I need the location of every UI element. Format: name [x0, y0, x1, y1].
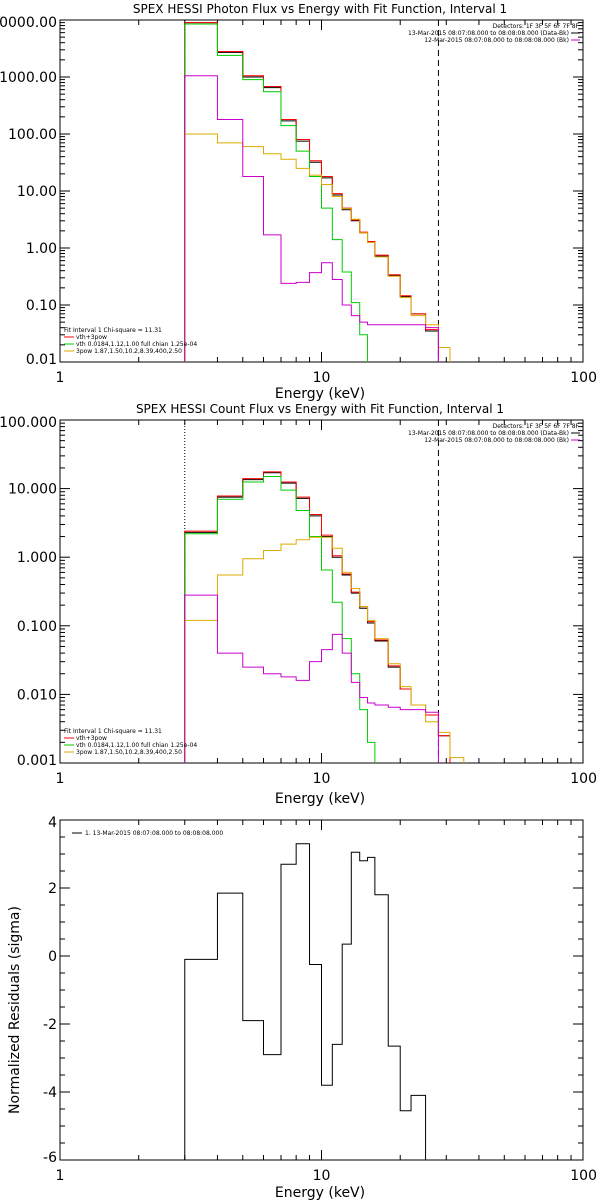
photon-flux-x-tick-label: 1: [56, 370, 65, 386]
residuals-x-tick-label: 100: [570, 1168, 597, 1184]
count-flux-y-tick-label: 0.100: [17, 619, 57, 635]
count-flux-xlabel: Energy (keV): [275, 791, 365, 807]
count-flux-x-tick-label: 100: [570, 771, 597, 787]
count-flux-legend-bottom-text: vth+3pow: [76, 735, 107, 742]
residuals-series-group: [184, 843, 439, 1160]
residuals-panel: Energy (keV) Normalized Residuals (sigma…: [7, 815, 597, 1200]
residuals-series-0: [184, 843, 439, 1160]
photon-flux-legend-bottom-text: Fit Interval 1 Chi-square = 11.31: [64, 327, 162, 334]
residuals-y-tick-label: -2: [43, 1017, 57, 1033]
photon-flux-y-tick-label: 0.01: [26, 352, 57, 368]
count-flux-panel: SPEX HESSI Count Flux vs Energy with Fit…: [0, 402, 597, 807]
photon-flux-series-2: [184, 23, 369, 362]
photon-flux-y-tick-label: 10.00: [17, 184, 57, 200]
count-flux-series-group: [184, 471, 465, 763]
residuals-x-tick-label: 1: [56, 1168, 65, 1184]
residuals-xlabel: Energy (keV): [275, 1185, 365, 1200]
residuals-ylabel: Normalized Residuals (sigma): [7, 906, 23, 1114]
photon-flux-x-tick-label: 100: [570, 370, 597, 386]
count-flux-series-4: [184, 594, 439, 763]
photon-flux-xlabel: Energy (keV): [275, 386, 365, 402]
count-flux-legend-top-text: 13-Mar-2015 08:07:08.000 to 08:08:08.000…: [408, 430, 569, 437]
photon-flux-series-3: [184, 133, 451, 362]
residuals-legend-top-text: 1. 13-Mar-2015 08:07:08.000 to 08:08:08.…: [85, 830, 223, 837]
count-flux-y-tick-label: 100.000: [0, 415, 57, 431]
residuals-y-tick-label: 2: [48, 881, 57, 897]
residuals-y-tick-label: -4: [43, 1085, 57, 1101]
count-flux-legend-bottom-text: Fit Interval 1 Chi-square = 11.31: [64, 728, 162, 735]
count-flux-legend-top-text: 12-Mar-2015 08:07:08.000 to 08:08:08.000…: [424, 437, 569, 444]
photon-flux-series-0: [184, 22, 439, 362]
residuals-y-tick-label: -6: [43, 1150, 57, 1166]
photon-flux-panel: SPEX HESSI Photon Flux vs Energy with Fi…: [0, 2, 597, 402]
count-flux-y-tick-label: 10.000: [8, 482, 57, 498]
photon-flux-series-group: [184, 22, 451, 362]
count-flux-frame: [59, 419, 584, 764]
count-flux-y-tick-label: 0.010: [17, 687, 57, 703]
residuals-x-tick-label: 10: [313, 1168, 331, 1184]
count-flux-legend-bottom-text: 3pow 1.87,1.50,10.2,8.39,400,2.50: [76, 749, 182, 756]
photon-flux-series-1: [184, 22, 439, 362]
photon-flux-legend-bottom-text: vth 0.0184,1.12,1.00 full chian 1.25e-04: [76, 341, 197, 348]
count-flux-series-1: [184, 471, 451, 763]
count-flux-x-tick-label: 10: [313, 771, 331, 787]
photon-flux-legend-top-text: 12-Mar-2015 08:07:08.000 to 08:08:08.000…: [424, 37, 569, 44]
photon-flux-y-tick-label: 100.00: [8, 127, 57, 143]
photon-flux-legend-top-text: Detectors: 1F 3F 5F 6F 7F 8F: [493, 23, 580, 30]
photon-flux-title: SPEX HESSI Photon Flux vs Energy with Fi…: [133, 2, 507, 16]
count-flux-y-tick-label: 1.000: [17, 550, 57, 566]
count-flux-y-tick-label: 0.001: [17, 753, 57, 769]
count-flux-series-0: [184, 472, 451, 763]
count-flux-title: SPEX HESSI Count Flux vs Energy with Fit…: [136, 402, 504, 416]
photon-flux-y-tick-label: 1000.00: [0, 70, 57, 86]
count-flux-legend-top-text: Detectors: 1F 3F 5F 6F 7F 8F: [493, 423, 580, 430]
photon-flux-y-tick-label: 0.10: [26, 298, 57, 314]
residuals-y-tick-label: 0: [48, 949, 57, 965]
photon-flux-y-tick-label: 1.00: [26, 241, 57, 257]
photon-flux-legend-top-text: 13-Mar-2015 08:07:08.000 to 08:08:08.000…: [408, 30, 569, 37]
photon-flux-legend-bottom-text: 3pow 1.87,1.50,10.2,8.39,400,2.50: [76, 348, 182, 355]
photon-flux-legend-bottom-text: vth+3pow: [76, 334, 107, 341]
residuals-y-tick-label: 4: [48, 815, 57, 831]
count-flux-x-tick-label: 1: [56, 771, 65, 787]
count-flux-legend-bottom-text: vth 0.0184,1.12,1.00 full chian 1.25e-04: [76, 742, 197, 749]
photon-flux-x-tick-label: 10: [313, 370, 331, 386]
photon-flux-series-4: [184, 75, 439, 362]
photon-flux-y-tick-label: 0000.00: [0, 15, 57, 31]
